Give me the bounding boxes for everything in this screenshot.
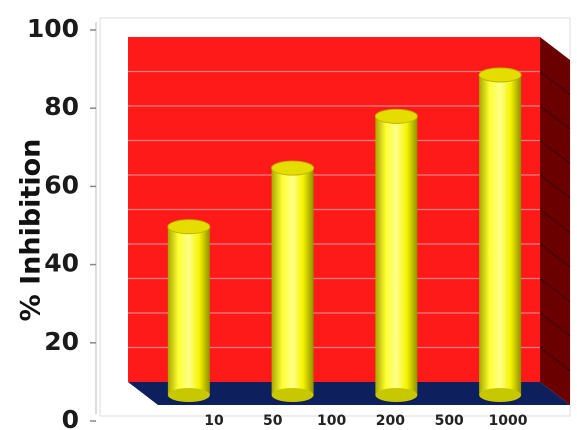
bar-top bbox=[167, 219, 211, 235]
y-tick-label: 100 bbox=[27, 14, 79, 43]
bar-base bbox=[167, 388, 210, 402]
y-tick-label: 40 bbox=[44, 249, 79, 278]
gridline-side bbox=[539, 71, 571, 95]
bar bbox=[478, 67, 522, 402]
floor bbox=[128, 382, 570, 405]
bar-body bbox=[375, 116, 418, 395]
bars bbox=[167, 67, 522, 402]
y-tick-marks bbox=[90, 29, 96, 422]
gridline-side bbox=[539, 312, 571, 337]
bar bbox=[167, 219, 211, 402]
bar-top bbox=[271, 160, 315, 176]
x-tick-labels: 10 50 100 200 500 1000 bbox=[204, 413, 527, 429]
gridline-side bbox=[539, 174, 571, 199]
x-tick-label: 500 bbox=[435, 413, 464, 429]
y-axis-label: % Inhibition bbox=[16, 139, 47, 322]
bar-body bbox=[271, 168, 314, 395]
gridline-side bbox=[539, 347, 571, 371]
bar-base bbox=[479, 388, 522, 402]
bar-top bbox=[374, 108, 418, 124]
x-tick-label: 10 bbox=[204, 413, 224, 429]
x-tick-label: 1000 bbox=[489, 413, 528, 429]
bar-top bbox=[478, 67, 522, 83]
gridline-side bbox=[539, 209, 571, 233]
x-tick-label: 200 bbox=[376, 413, 405, 429]
y-tick-label: 80 bbox=[44, 92, 79, 121]
bar bbox=[374, 108, 418, 402]
gridline-side bbox=[539, 105, 571, 130]
x-tick-label: 100 bbox=[317, 413, 346, 429]
gridline-side bbox=[539, 243, 571, 268]
gridline-side bbox=[539, 278, 571, 302]
y-tick-label: 60 bbox=[44, 170, 79, 199]
gridline-side bbox=[539, 140, 571, 164]
x-tick-label: 50 bbox=[263, 413, 283, 429]
y-tick-label: 0 bbox=[62, 405, 79, 430]
y-tick-label: 20 bbox=[44, 327, 79, 356]
bar-body bbox=[167, 226, 210, 395]
y-tick-labels: 0 20 40 60 80 100 bbox=[27, 14, 79, 430]
bar-body bbox=[479, 74, 522, 395]
bar bbox=[271, 160, 315, 402]
bar-base bbox=[271, 388, 314, 402]
bar-base bbox=[375, 388, 418, 402]
